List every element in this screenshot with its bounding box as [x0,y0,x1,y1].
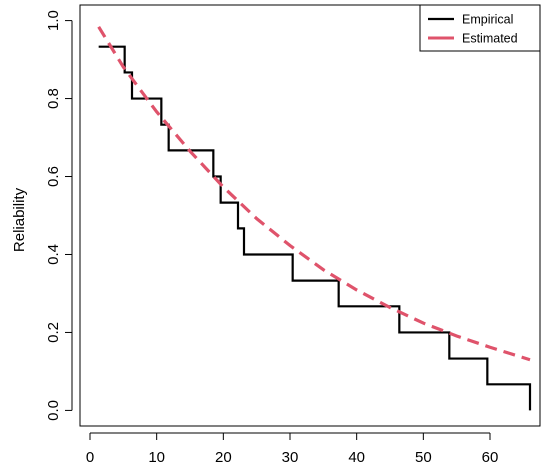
x-tick-label: 20 [215,449,232,466]
y-tick-label: 0.6 [45,166,62,187]
plot-frame [79,4,541,427]
x-tick-label: 30 [282,449,299,466]
x-tick-label: 60 [482,449,499,466]
x-tick-label: 40 [348,449,365,466]
x-tick-label: 10 [148,449,165,466]
legend-box [419,4,541,52]
y-axis-title: Reliability [11,187,28,252]
y-axis: 0.0 0.2 0.4 0.6 0.8 1.0 [45,10,73,421]
y-tick-label: 0.4 [45,244,62,265]
empirical-series-line [98,45,532,411]
x-tick-label: 0 [86,449,94,466]
y-tick-label: 0.8 [45,88,62,109]
legend-label-estimated: Estimated [462,32,518,46]
series-layer [97,25,532,411]
y-tick-label: 1.0 [45,10,62,31]
x-tick-label: 50 [415,449,432,466]
legend-label-empirical: Empirical [462,13,513,27]
legend: Empirical Estimated [419,4,541,52]
y-tick-label: 0.2 [45,322,62,343]
y-tick-label: 0.0 [45,400,62,421]
estimated-series-line [97,25,531,362]
x-axis: 0 10 20 30 40 50 60 [86,432,499,466]
